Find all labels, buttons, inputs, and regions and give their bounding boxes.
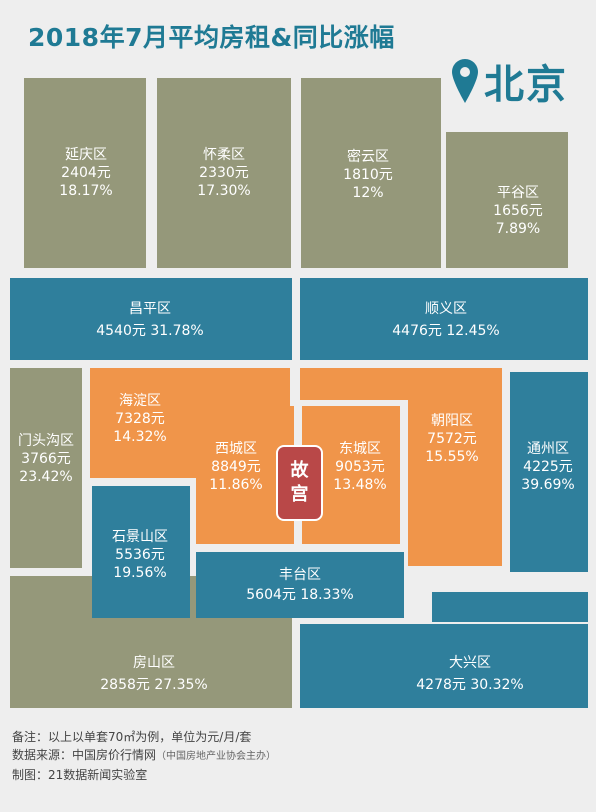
- district-values: 5604元 18.33%: [246, 586, 353, 604]
- forbidden-city-marker: 故 宫: [276, 445, 323, 521]
- district-rent: 4278元: [416, 677, 466, 693]
- note-source: 数据来源：中国房价行情网（中国房地产业协会主办）: [12, 746, 276, 766]
- district-name: 昌平区: [128, 301, 171, 317]
- label-shijingshan: 石景山区 5536元 19.56%: [112, 528, 168, 582]
- district-rent: 9053元: [335, 459, 385, 475]
- block-shijingshan: [92, 486, 190, 618]
- district-growth: 27.35%: [154, 677, 208, 693]
- district-growth: 30.32%: [470, 677, 524, 693]
- district-rent: 2404元: [61, 165, 111, 181]
- palace-char-1: 故: [290, 460, 309, 481]
- district-name: 朝阳区: [430, 413, 473, 429]
- district-values: 4540元 31.78%: [96, 322, 203, 340]
- district-name: 石景山区: [112, 529, 168, 545]
- label-miyun: 密云区 1810元 12%: [343, 148, 393, 202]
- district-rent: 4225元: [523, 459, 573, 475]
- district-growth: 19.56%: [113, 565, 167, 581]
- district-rent: 4476元: [392, 323, 442, 339]
- note-source-sub: （中国房地产业协会主办）: [156, 751, 277, 762]
- district-rent: 2858元: [100, 677, 150, 693]
- district-name: 通州区: [526, 441, 569, 457]
- chart-title: 2018年7月平均房租&同比涨幅: [28, 23, 395, 52]
- district-growth: 18.17%: [59, 183, 113, 199]
- district-growth: 31.78%: [150, 323, 204, 339]
- district-rent: 4540元: [96, 323, 146, 339]
- city-name: 北京: [484, 62, 568, 108]
- district-name: 平谷区: [496, 185, 539, 201]
- block-mentougou: [10, 368, 82, 568]
- district-values: 2858元 27.35%: [100, 676, 207, 694]
- palace-char-2: 宫: [290, 484, 309, 505]
- footnotes: 备注：以上以单套70㎡为例，单位为元/月/套 数据来源：中国房价行情网（中国房地…: [12, 728, 276, 784]
- district-growth: 17.30%: [197, 183, 251, 199]
- district-growth: 12.45%: [446, 323, 500, 339]
- district-growth: 7.89%: [495, 221, 541, 237]
- label-huairou: 怀柔区 2330元 17.30%: [197, 146, 250, 200]
- district-rent: 1656元: [493, 203, 543, 219]
- district-rent: 3766元: [21, 451, 71, 467]
- district-name: 大兴区: [448, 655, 491, 671]
- district-rent: 7572元: [427, 431, 477, 447]
- label-shunyi: 顺义区 4476元 12.45%: [392, 300, 499, 340]
- district-growth: 12%: [352, 185, 384, 201]
- district-growth: 18.33%: [300, 587, 354, 603]
- district-name: 怀柔区: [202, 147, 245, 163]
- label-dongcheng: 东城区 9053元 13.48%: [333, 440, 386, 494]
- note-source-text: 数据来源：中国房价行情网: [12, 748, 157, 762]
- block-chaoyang: [408, 368, 502, 566]
- district-rent: 5536元: [115, 547, 165, 563]
- block-miyun: [301, 78, 441, 268]
- city-label: 北京: [452, 52, 568, 110]
- block-shunyi: [300, 278, 588, 360]
- note-remark: 备注：以上以单套70㎡为例，单位为元/月/套: [12, 730, 252, 744]
- block-yanqing: [24, 78, 146, 268]
- district-name: 房山区: [132, 655, 175, 671]
- district-values: 4278元 30.32%: [416, 676, 523, 694]
- district-growth: 11.86%: [209, 477, 263, 493]
- label-fengtai: 丰台区 5604元 18.33%: [246, 566, 353, 604]
- district-rent: 2330元: [199, 165, 249, 181]
- district-name: 东城区: [338, 441, 381, 457]
- district-name: 延庆区: [64, 147, 107, 163]
- district-name: 丰台区: [278, 567, 321, 583]
- block-changping: [10, 278, 292, 360]
- district-growth: 13.48%: [333, 477, 387, 493]
- block-daxing: [300, 624, 588, 708]
- district-name: 海淀区: [118, 393, 161, 409]
- district-growth: 15.55%: [425, 449, 479, 465]
- label-haidian: 海淀区 7328元 14.32%: [113, 392, 166, 446]
- district-name: 门头沟区: [18, 433, 74, 449]
- label-xicheng: 西城区 8849元 11.86%: [209, 440, 262, 494]
- district-growth: 23.42%: [19, 469, 73, 485]
- block-pinggu: [446, 132, 568, 268]
- district-rent: 5604元: [246, 587, 296, 603]
- label-pinggu: 平谷区 1656元 7.89%: [493, 184, 543, 238]
- block-tongzhou: [510, 372, 588, 572]
- district-growth: 39.69%: [521, 477, 575, 493]
- block-huairou: [157, 78, 291, 268]
- district-name: 西城区: [214, 441, 257, 457]
- label-fangshan: 房山区 2858元 27.35%: [100, 654, 207, 694]
- label-mentougou: 门头沟区 3766元 23.42%: [18, 432, 74, 486]
- location-pin-icon: [452, 59, 478, 103]
- block-fengtai: [196, 552, 404, 618]
- district-name: 顺义区: [424, 301, 467, 317]
- label-daxing: 大兴区 4278元 30.32%: [416, 654, 523, 694]
- district-name: 密云区: [346, 149, 389, 165]
- note-credit: 制图：21数据新闻实验室: [12, 768, 148, 782]
- block-daxing-top: [432, 592, 588, 622]
- district-growth: 14.32%: [113, 429, 167, 445]
- label-chaoyang: 朝阳区 7572元 15.55%: [425, 412, 478, 466]
- label-yanqing: 延庆区 2404元 18.17%: [59, 146, 112, 200]
- district-rent: 1810元: [343, 167, 393, 183]
- district-rent: 7328元: [115, 411, 165, 427]
- district-rent: 8849元: [211, 459, 261, 475]
- district-values: 4476元 12.45%: [392, 322, 499, 340]
- label-changping: 昌平区 4540元 31.78%: [96, 300, 203, 340]
- label-tongzhou: 通州区 4225元 39.69%: [521, 440, 574, 494]
